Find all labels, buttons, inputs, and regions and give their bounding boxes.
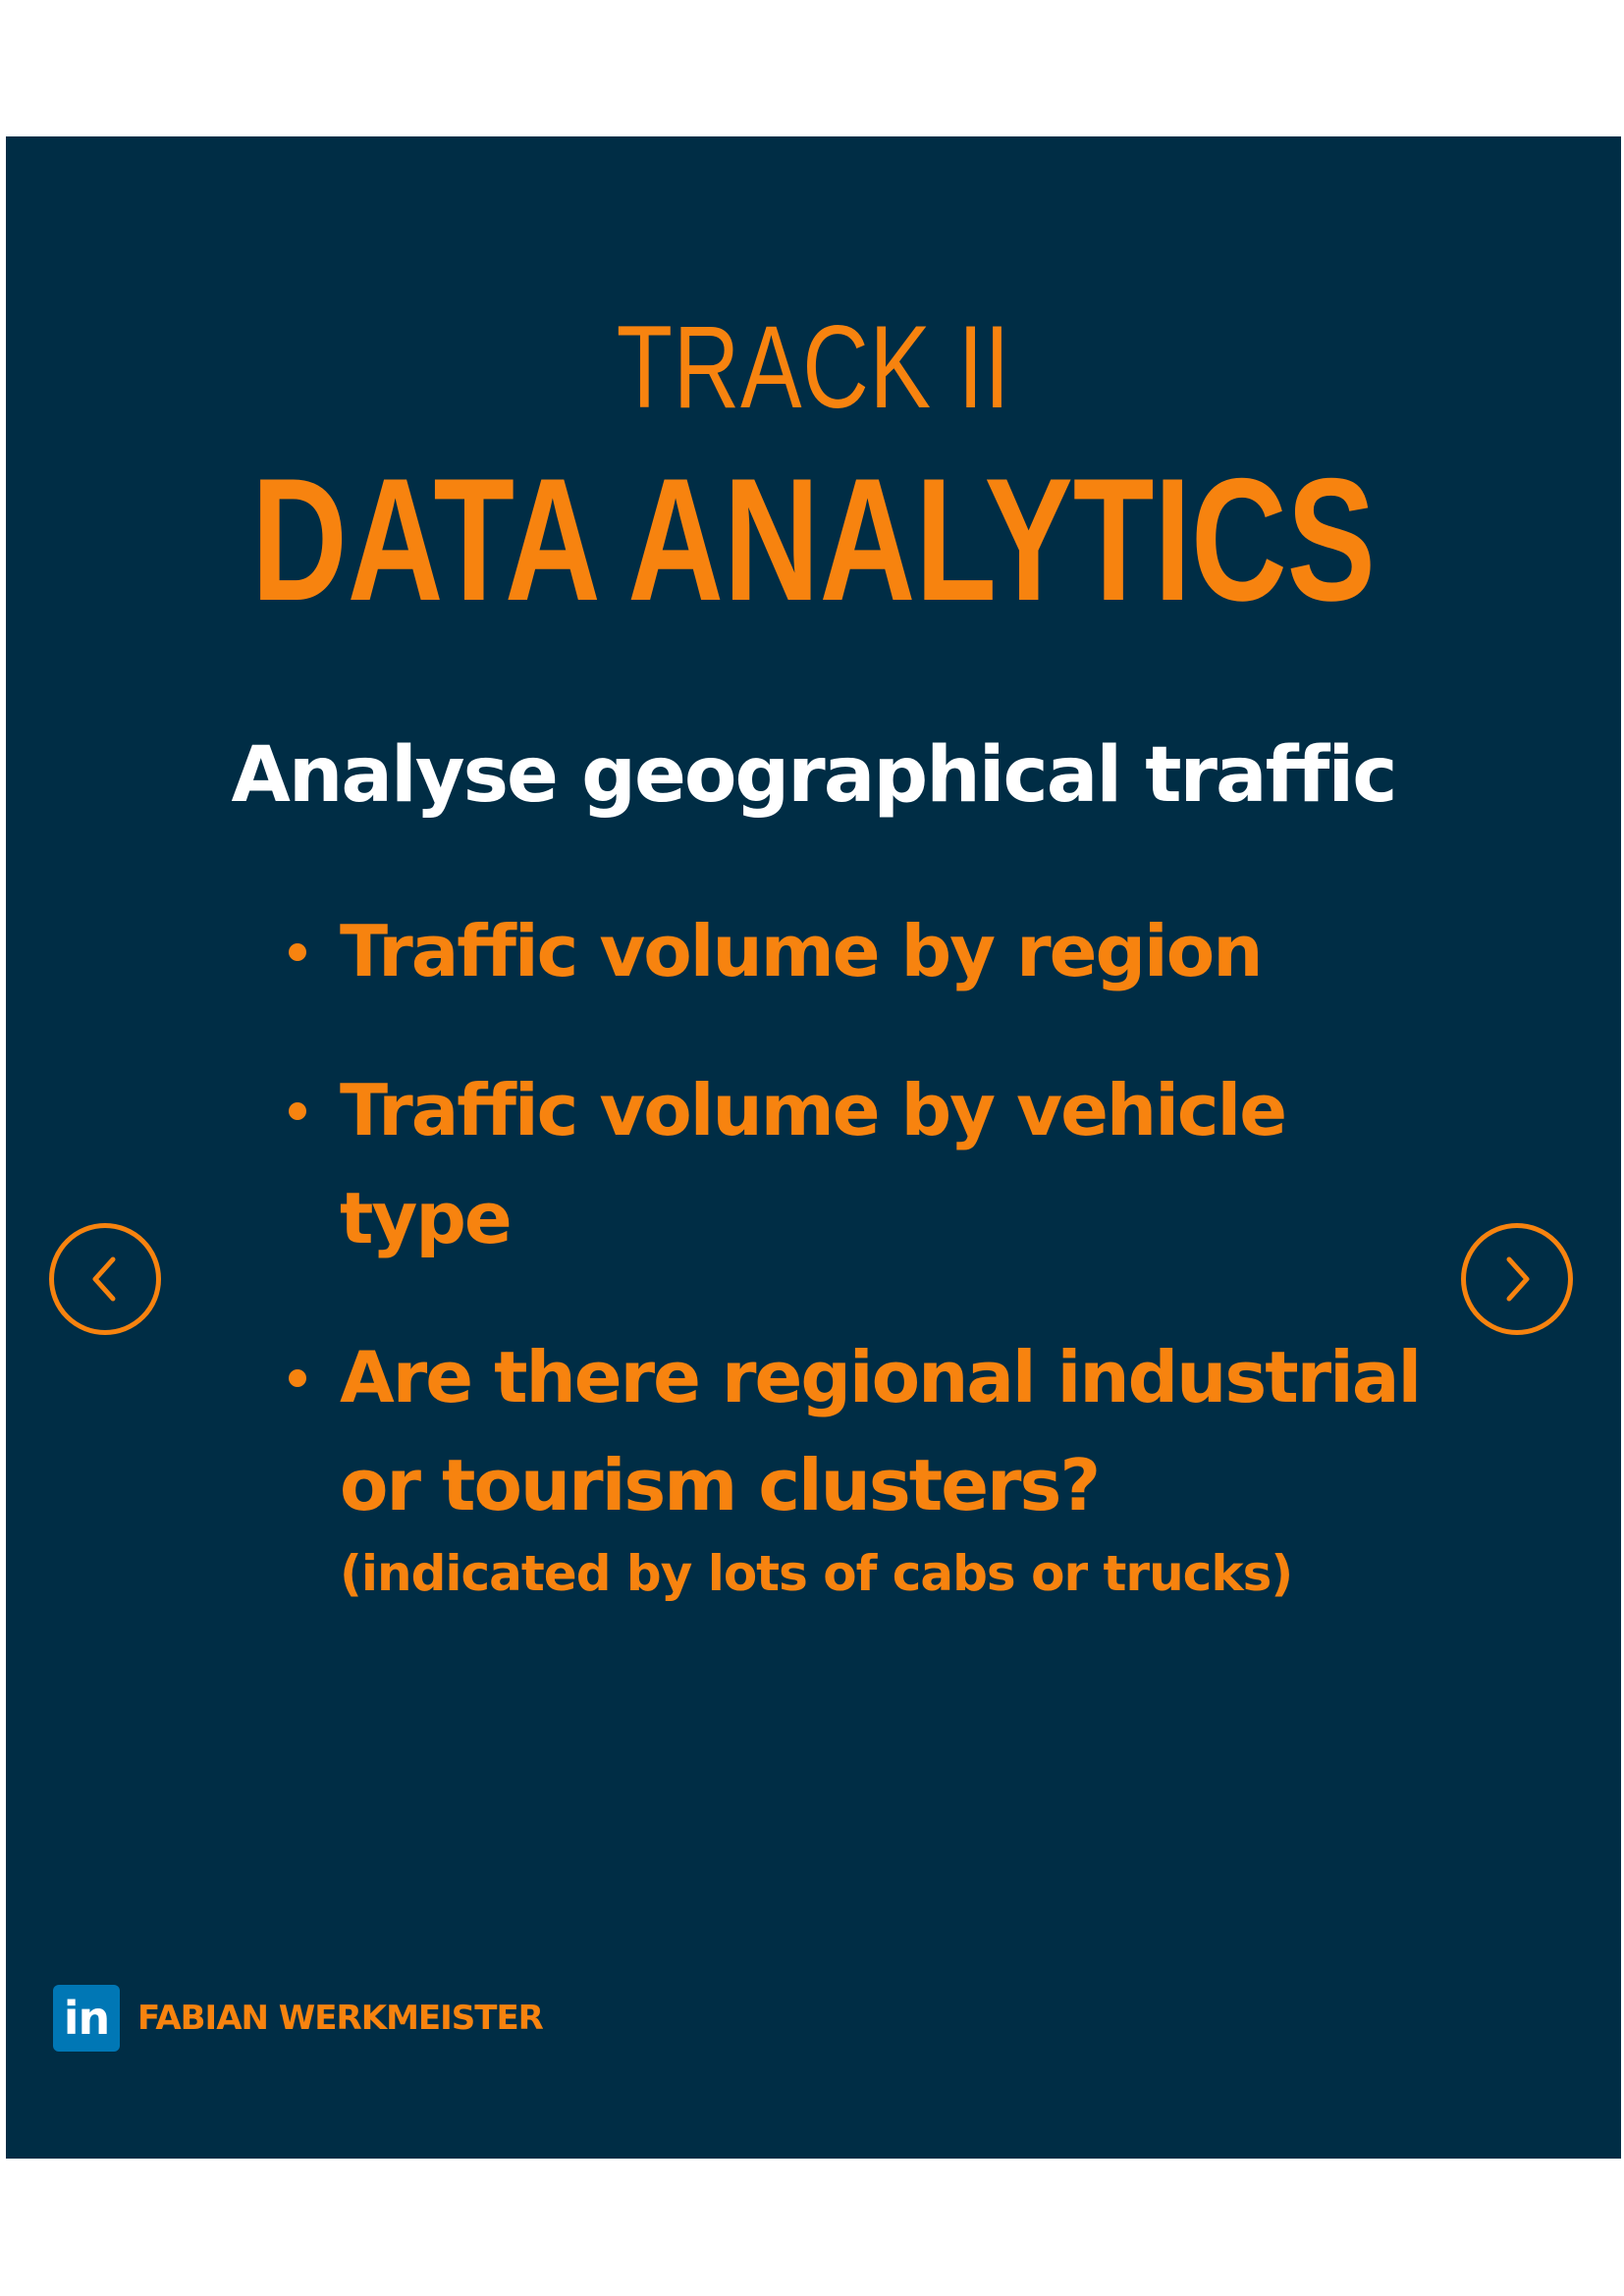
bullet-item: Are there regional industrial or tourism… (281, 1323, 1459, 1608)
bullet-list: Traffic volume by region Traffic volume … (281, 897, 1459, 1659)
track-label: TRACK II (616, 301, 1011, 433)
slide-card: TRACK II DATA ANALYTICS Analyse geograph… (6, 136, 1621, 2159)
track-title: DATA ANALYTICS (251, 442, 1376, 637)
bullet-dot-icon (289, 1369, 306, 1387)
linkedin-icon[interactable]: in (53, 1985, 120, 2052)
author-name: FABIAN WERKMEISTER (137, 1999, 544, 2038)
previous-slide-button[interactable] (49, 1223, 161, 1335)
chevron-left-icon (92, 1256, 116, 1302)
bullet-dot-icon (289, 943, 306, 961)
bullet-item: Traffic volume by region (281, 897, 1459, 1005)
linkedin-logo-text: in (63, 1992, 111, 2045)
bullet-text: Are there regional industrial or tourism… (340, 1336, 1422, 1526)
bullet-note: (indicated by lots of cabs or trucks) (340, 1545, 1293, 1602)
chevron-right-icon (1506, 1256, 1530, 1302)
bullet-text: Traffic volume by region (340, 910, 1263, 992)
author-credit: in FABIAN WERKMEISTER (53, 1984, 544, 2053)
slide-subtitle: Analyse geographical traffic (231, 731, 1398, 820)
bullet-dot-icon (289, 1102, 306, 1120)
bullet-text: Traffic volume by vehicle type (340, 1069, 1287, 1259)
bullet-item: Traffic volume by vehicle type (281, 1056, 1459, 1272)
next-slide-button[interactable] (1461, 1223, 1573, 1335)
